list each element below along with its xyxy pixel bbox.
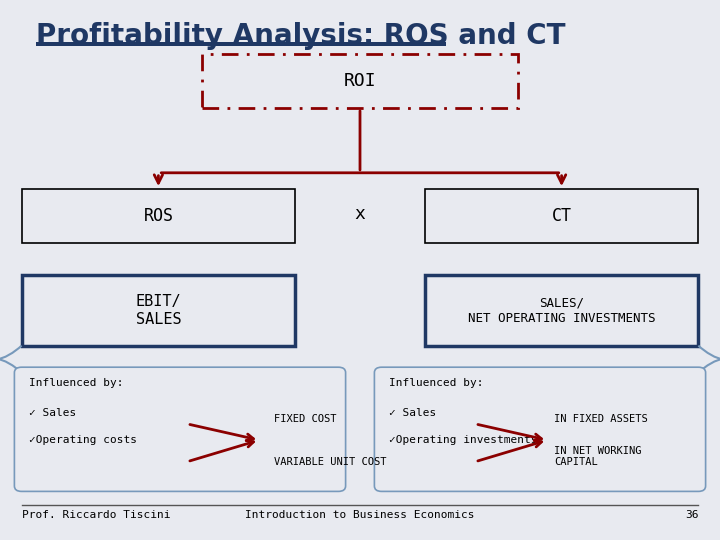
- Text: VARIABLE UNIT COST: VARIABLE UNIT COST: [274, 457, 386, 467]
- FancyBboxPatch shape: [14, 367, 346, 491]
- Text: ✓Operating investments: ✓Operating investments: [389, 435, 537, 445]
- Text: IN NET WORKING
CAPITAL: IN NET WORKING CAPITAL: [554, 446, 642, 467]
- Text: Introduction to Business Economics: Introduction to Business Economics: [246, 510, 474, 521]
- FancyBboxPatch shape: [374, 367, 706, 491]
- FancyBboxPatch shape: [425, 189, 698, 243]
- Text: 36: 36: [685, 510, 698, 521]
- FancyBboxPatch shape: [22, 275, 295, 346]
- Text: IN FIXED ASSETS: IN FIXED ASSETS: [554, 414, 648, 423]
- Text: Influenced by:: Influenced by:: [29, 378, 123, 388]
- Text: EBIT/
SALES: EBIT/ SALES: [135, 294, 181, 327]
- Text: x: x: [354, 205, 366, 224]
- Text: ✓Operating costs: ✓Operating costs: [29, 435, 137, 445]
- Text: Prof. Riccardo Tiscini: Prof. Riccardo Tiscini: [22, 510, 170, 521]
- Text: FIXED COST: FIXED COST: [274, 414, 336, 423]
- Text: CT: CT: [552, 207, 572, 225]
- Text: ROI: ROI: [343, 72, 377, 90]
- Text: SALES/
NET OPERATING INVESTMENTS: SALES/ NET OPERATING INVESTMENTS: [468, 296, 655, 325]
- Text: ✓ Sales: ✓ Sales: [389, 408, 436, 418]
- FancyBboxPatch shape: [425, 275, 698, 346]
- Text: Influenced by:: Influenced by:: [389, 378, 483, 388]
- Text: ROS: ROS: [143, 207, 174, 225]
- FancyBboxPatch shape: [36, 42, 446, 46]
- FancyBboxPatch shape: [22, 189, 295, 243]
- FancyBboxPatch shape: [202, 54, 518, 108]
- Text: ✓ Sales: ✓ Sales: [29, 408, 76, 418]
- Text: Profitability Analysis: ROS and CT: Profitability Analysis: ROS and CT: [36, 22, 565, 50]
